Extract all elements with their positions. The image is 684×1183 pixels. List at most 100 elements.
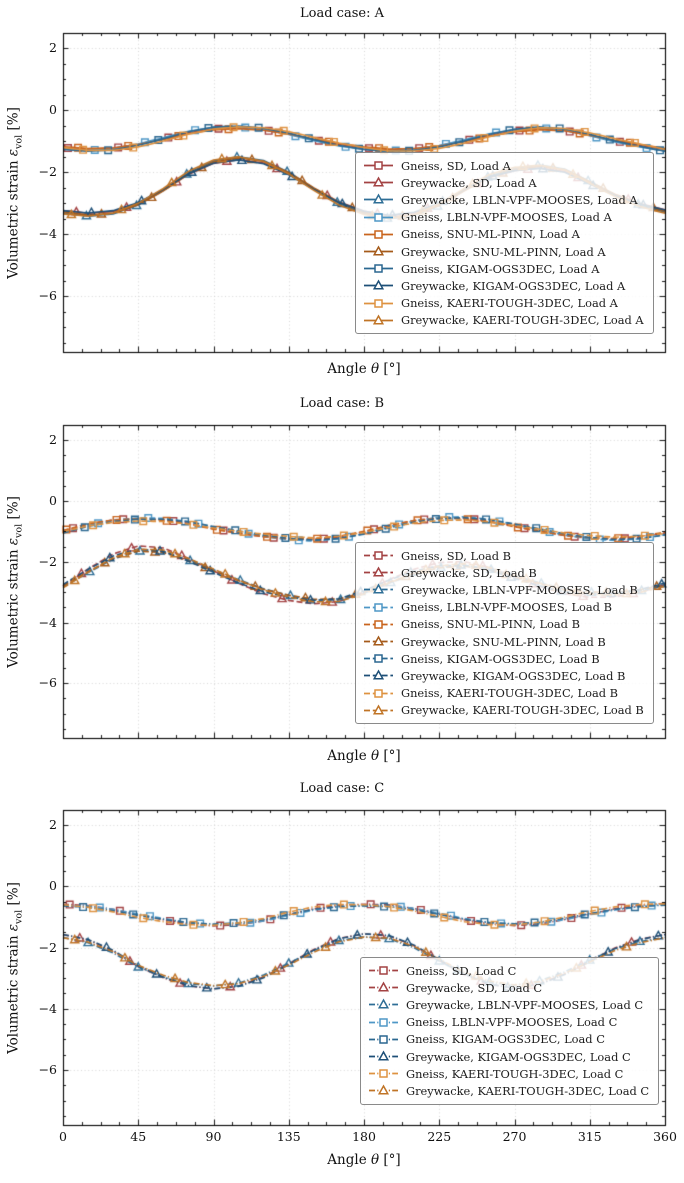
- y-tick-label: −4: [38, 226, 57, 242]
- legend-label: Gneiss, SNU-ML-PINN, Load B: [401, 617, 580, 632]
- legend-label: Greywacke, SNU-ML-PINN, Load A: [401, 244, 606, 259]
- x-label-unit: [°]: [379, 361, 401, 377]
- y-tick-label: 2: [49, 817, 57, 833]
- y-label-text: Volumetric strain: [5, 544, 22, 668]
- legend-entry: Greywacke, SNU-ML-PINN, Load A: [363, 243, 644, 260]
- y-label-unit: [%]: [5, 495, 22, 524]
- square-marker-icon: [364, 602, 393, 612]
- y-axis-label: Volumetric strain εvol [%]: [6, 107, 25, 279]
- x-label-text: Angle: [327, 1152, 371, 1168]
- epsilon-symbol: ε: [5, 923, 22, 931]
- legend-entry: Gneiss, KAERI-TOUGH-3DEC, Load B: [363, 685, 644, 702]
- triangle-marker-icon: [364, 193, 393, 205]
- legend-label: Gneiss, LBLN-VPF-MOOSES, Load B: [401, 600, 612, 615]
- legend-label: Greywacke, KAERI-TOUGH-3DEC, Load A: [401, 313, 644, 328]
- triangle-marker-icon: [369, 998, 398, 1010]
- legend-label: Greywacke, KAERI-TOUGH-3DEC, Load C: [406, 1083, 650, 1098]
- square-marker-icon: [369, 1017, 398, 1027]
- legend-label: Greywacke, SD, Load A: [401, 175, 537, 190]
- theta-symbol: θ: [370, 361, 380, 377]
- legend-entry: Greywacke, KAERI-TOUGH-3DEC, Load B: [363, 702, 644, 719]
- legend-entry: Greywacke, SD, Load C: [368, 979, 649, 996]
- x-tick-label: 135: [276, 1129, 301, 1144]
- x-axis-label: Angle θ [°]: [327, 1152, 400, 1168]
- y-label-unit: [%]: [5, 881, 22, 910]
- legend-entry: Greywacke, SD, Load A: [363, 174, 644, 191]
- y-label-text: Volumetric strain: [5, 155, 22, 279]
- y-tick-label: 0: [49, 492, 57, 508]
- y-tick-label: 2: [49, 432, 57, 448]
- legend-label: Greywacke, LBLN-VPF-MOOSES, Load B: [401, 582, 638, 597]
- triangle-marker-icon: [364, 176, 393, 187]
- vol-subscript: vol: [13, 909, 25, 924]
- triangle-marker-icon: [364, 245, 393, 256]
- x-axis-label: Angle θ [°]: [327, 361, 400, 377]
- legend-label: Gneiss, SD, Load A: [401, 158, 511, 173]
- square-marker-icon: [369, 966, 398, 975]
- legend-label: Greywacke, SD, Load C: [406, 980, 543, 995]
- legend-entry: Greywacke, KIGAM-OGS3DEC, Load B: [363, 667, 644, 684]
- legend-label: Greywacke, LBLN-VPF-MOOSES, Load C: [406, 997, 644, 1012]
- triangle-marker-icon: [364, 583, 393, 595]
- square-marker-icon: [364, 298, 393, 308]
- square-marker-icon: [369, 1035, 398, 1044]
- y-tick-label: −2: [38, 939, 57, 955]
- x-label-text: Angle: [327, 748, 371, 764]
- x-tick-label: 45: [130, 1129, 147, 1144]
- x-label-text: Angle: [327, 361, 371, 377]
- legend-label: Greywacke, SD, Load B: [401, 565, 537, 580]
- square-marker-icon: [364, 551, 393, 560]
- chart-a-title: Load case: A: [300, 6, 384, 21]
- square-marker-icon: [364, 688, 393, 698]
- square-marker-icon: [364, 264, 393, 273]
- legend-load-c: Gneiss, SD, Load C Greywacke, SD, Load C G…: [360, 957, 660, 1105]
- square-marker-icon: [364, 654, 393, 663]
- legend-entry: Gneiss, SD, Load A: [363, 157, 644, 174]
- y-label-unit: [%]: [5, 106, 22, 135]
- x-tick-label: 180: [352, 1129, 376, 1144]
- legend-label: Greywacke, KIGAM-OGS3DEC, Load C: [406, 1049, 631, 1064]
- legend-label: Gneiss, LBLN-VPF-MOOSES, Load A: [401, 210, 612, 225]
- chart-b-title: Load case: B: [299, 396, 385, 411]
- y-tick-label: −4: [38, 1000, 57, 1016]
- legend-label: Gneiss, SD, Load C: [406, 963, 517, 978]
- legend-label: Gneiss, KAERI-TOUGH-3DEC, Load A: [401, 296, 618, 311]
- theta-symbol: θ: [370, 1152, 380, 1168]
- legend-entry: Greywacke, SNU-ML-PINN, Load B: [363, 633, 644, 650]
- y-label-text: Volumetric strain: [5, 930, 22, 1054]
- legend-entry: Greywacke, KIGAM-OGS3DEC, Load C: [368, 1048, 649, 1065]
- square-marker-icon: [364, 230, 393, 239]
- square-marker-icon: [364, 212, 393, 222]
- triangle-marker-icon: [364, 279, 393, 290]
- legend-label: Greywacke, SNU-ML-PINN, Load B: [401, 634, 606, 649]
- y-tick-label: 0: [49, 102, 57, 118]
- triangle-marker-icon: [364, 635, 393, 646]
- triangle-marker-icon: [364, 314, 393, 325]
- legend-entry: Greywacke, LBLN-VPF-MOOSES, Load B: [363, 581, 644, 598]
- x-label-unit: [°]: [379, 748, 401, 764]
- legend-entry: Gneiss, SD, Load C: [368, 962, 649, 979]
- y-tick-label: −2: [38, 553, 57, 569]
- legend-label: Gneiss, SNU-ML-PINN, Load A: [401, 227, 580, 242]
- legend-load-b: Gneiss, SD, Load B Greywacke, SD, Load B G…: [355, 542, 654, 724]
- legend-load-a: Gneiss, SD, Load A Greywacke, SD, Load A G…: [355, 152, 654, 334]
- legend-label: Gneiss, KAERI-TOUGH-3DEC, Load B: [401, 686, 619, 701]
- legend-label: Greywacke, KAERI-TOUGH-3DEC, Load B: [401, 703, 644, 718]
- x-tick-label: 360: [653, 1129, 677, 1144]
- epsilon-symbol: ε: [5, 537, 22, 545]
- legend-entry: Gneiss, KIGAM-OGS3DEC, Load A: [363, 260, 644, 277]
- y-axis-label: Volumetric strain εvol [%]: [6, 882, 25, 1054]
- legend-entry: Gneiss, SNU-ML-PINN, Load B: [363, 616, 644, 633]
- y-tick-label: −2: [38, 164, 57, 180]
- legend-entry: Greywacke, KIGAM-OGS3DEC, Load A: [363, 277, 644, 294]
- triangle-marker-icon: [369, 981, 398, 992]
- y-axis-label: Volumetric strain εvol [%]: [6, 496, 25, 668]
- triangle-marker-icon: [369, 1050, 398, 1061]
- y-tick-label: −6: [38, 675, 57, 691]
- legend-label: Gneiss, KIGAM-OGS3DEC, Load C: [406, 1032, 605, 1047]
- chart-c-title: Load case: C: [299, 781, 385, 796]
- legend-label: Gneiss, SD, Load B: [401, 548, 512, 563]
- legend-entry: Greywacke, KAERI-TOUGH-3DEC, Load C: [368, 1082, 649, 1099]
- legend-label: Gneiss, KIGAM-OGS3DEC, Load B: [401, 651, 600, 666]
